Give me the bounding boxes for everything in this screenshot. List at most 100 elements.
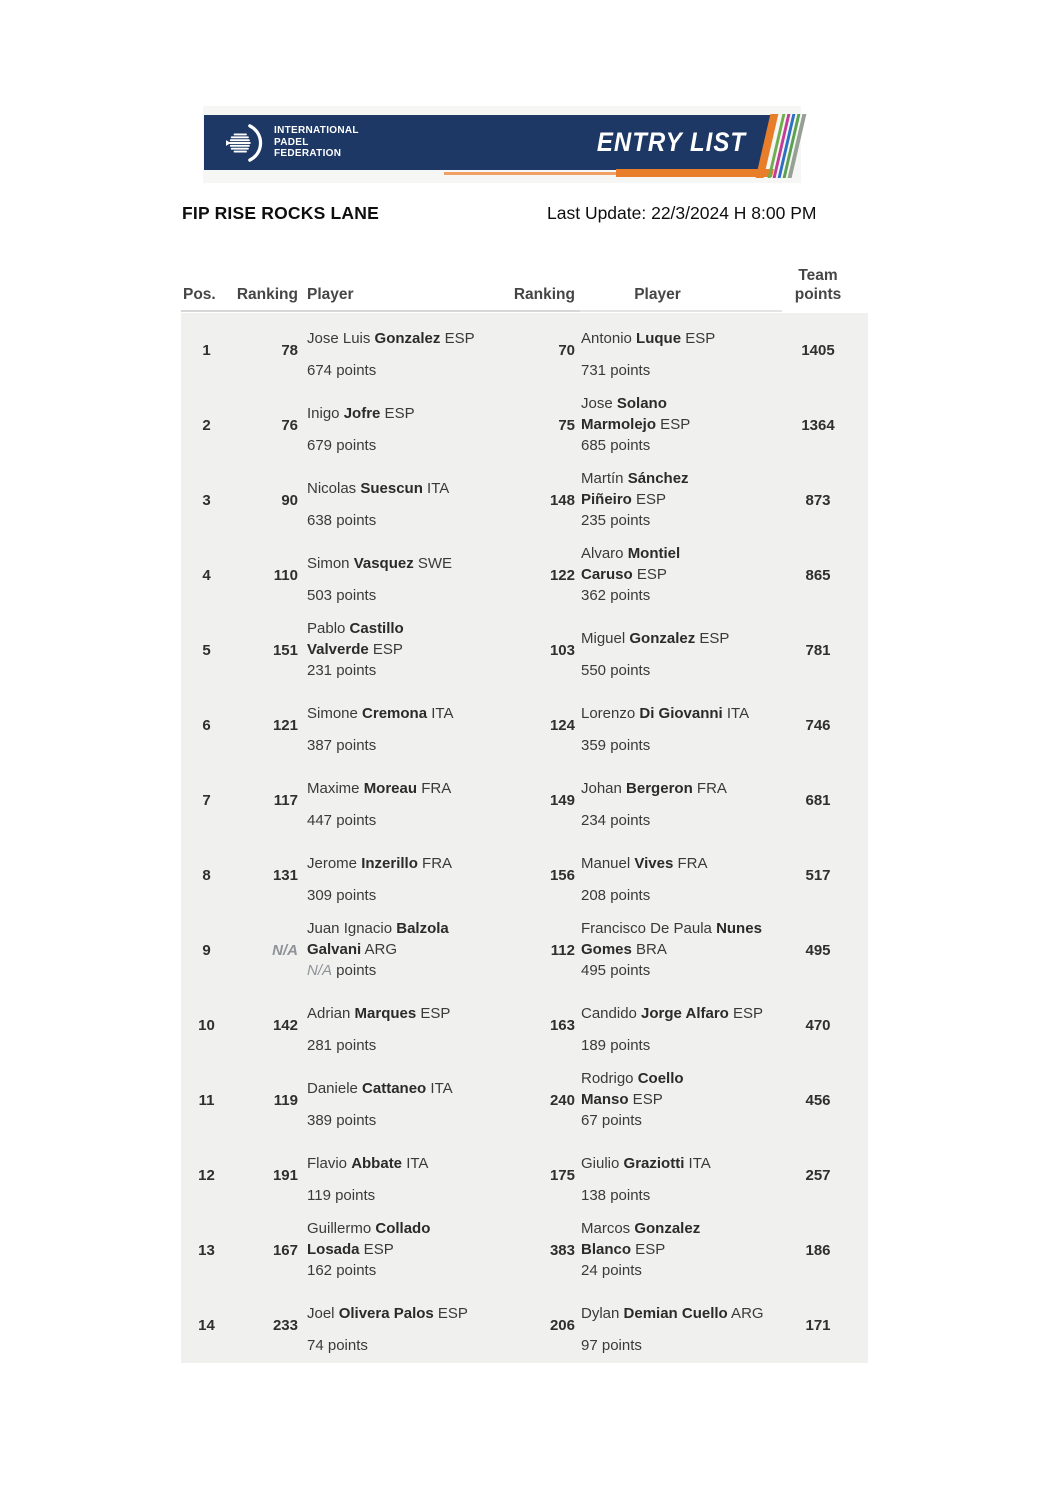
player-cell: Dylan Demian Cuello ARG 97 points (575, 1288, 768, 1363)
player-points: 162 points (307, 1262, 377, 1279)
ranking-cell: 78 (281, 342, 298, 359)
ranking-cell: 148 (549, 492, 575, 509)
player-cell: Guillermo Collado Losada ESP 162 points (298, 1213, 507, 1288)
player-cell: Pablo Castillo Valverde ESP 231 points (298, 613, 507, 688)
player-cell: Manuel Vives FRA 208 points (575, 838, 768, 913)
ranking-cell: 119 (273, 1092, 298, 1109)
ranking-cell: 163 (549, 1017, 575, 1034)
team-points-cell: 257 (805, 1167, 831, 1184)
player-points: 309 points (307, 887, 377, 904)
player-points: 235 points (581, 512, 651, 529)
page-title: FIP RISE ROCKS LANE (182, 203, 379, 223)
player-cell: Inigo Jofre ESP 679 points (298, 388, 507, 463)
ranking-cell: 76 (281, 417, 298, 434)
player-points: 359 points (581, 737, 651, 754)
player-cell: Miguel Gonzalez ESP 550 points (575, 613, 768, 688)
ranking-cell: 131 (272, 867, 298, 884)
player-points: 97 points (581, 1337, 642, 1354)
pos-cell: 1 (202, 342, 211, 359)
player-points: 119 points (307, 1187, 376, 1204)
team-points-cell: 495 (805, 942, 831, 959)
ranking-cell: 206 (549, 1317, 575, 1334)
player-cell: Giulio Graziotti ITA 138 points (575, 1138, 768, 1213)
logo-line-3: FEDERATION (274, 148, 342, 160)
column-header-pos: Pos. (183, 286, 216, 303)
team-points-cell: 873 (805, 492, 831, 509)
player-cell: Simon Vasquez SWE 503 points (298, 538, 507, 613)
header-divider-light (580, 310, 782, 312)
player-cell: Simone Cremona ITA 387 points (298, 688, 507, 763)
team-points-cell: 470 (805, 1017, 831, 1034)
team-points-cell: 1364 (801, 417, 835, 434)
banner-orange-line (444, 172, 616, 175)
table-row: 10 142 Adrian Marques ESP 281 points 163 Cand… (181, 988, 868, 1063)
entry-table-header: Pos. Ranking Player Ranking Player Team … (181, 266, 868, 311)
ranking-cell: 175 (549, 1167, 575, 1184)
pos-cell: 11 (198, 1092, 215, 1109)
pos-cell: 13 (198, 1242, 215, 1259)
ranking-cell: 122 (549, 567, 575, 584)
table-row: 14 233 Joel Olivera Palos ESP 74 points 206 D… (181, 1288, 868, 1363)
player-points: 362 points (581, 587, 651, 604)
player-cell: Nicolas Suescun ITA 638 points (298, 463, 507, 538)
player-points: 138 points (581, 1187, 651, 1204)
table-row: 12 191 Flavio Abbate ITA 119 points 175 Giuli… (181, 1138, 868, 1213)
player-points: 679 points (307, 437, 377, 454)
player-cell: Marcos Gonzalez Blanco ESP 24 points (575, 1213, 768, 1288)
ipf-logo-icon (226, 123, 266, 163)
ranking-cell: 103 (549, 642, 575, 659)
ranking-cell: 70 (558, 342, 575, 359)
player-points: 685 points (581, 437, 651, 454)
column-header-team-points: Team points (794, 267, 842, 303)
entry-list-label: ENTRY LIST (596, 126, 746, 158)
ranking-cell: 112 (550, 942, 575, 959)
pos-cell: 5 (202, 642, 211, 659)
player-cell: Jerome Inzerillo FRA 309 points (298, 838, 507, 913)
ipf-logo: INTERNATIONAL PADEL FEDERATION (226, 123, 359, 163)
banner-color-stripes (755, 114, 808, 178)
table-row: 6 121 Simone Cremona ITA 387 points 124 Loren… (181, 688, 868, 763)
player-cell: Rodrigo Coello Manso ESP 67 points (575, 1063, 768, 1138)
player-points: 495 points (581, 962, 651, 979)
player-points: 674 points (307, 362, 377, 379)
player-points: 447 points (307, 812, 377, 829)
ranking-cell: 90 (281, 492, 298, 509)
banner-orange-bar (616, 169, 774, 177)
team-points-cell: 746 (805, 717, 831, 734)
pos-cell: 2 (202, 417, 211, 434)
table-row: 8 131 Jerome Inzerillo FRA 309 points 156 Man… (181, 838, 868, 913)
player-cell: Antonio Luque ESP 731 points (575, 313, 768, 388)
player-cell: Joel Olivera Palos ESP 74 points (298, 1288, 507, 1363)
ranking-cell: 156 (549, 867, 575, 884)
table-row: 13 167 Guillermo Collado Losada ESP 162 poin… (181, 1213, 868, 1288)
team-points-cell: 865 (805, 567, 831, 584)
player-points: 387 points (307, 737, 377, 754)
player-cell: Jose Solano Marmolejo ESP 685 points (575, 388, 768, 463)
player-cell: Alvaro Montiel Caruso ESP 362 points (575, 538, 768, 613)
pos-cell: 6 (202, 717, 211, 734)
player-cell: Lorenzo Di Giovanni ITA 359 points (575, 688, 768, 763)
team-points-cell: 171 (805, 1317, 831, 1334)
player-points: 550 points (581, 662, 651, 679)
column-header-player-2: Player (634, 286, 681, 303)
column-header-ranking-2: Ranking (513, 286, 575, 303)
player-points: 638 points (307, 512, 377, 529)
table-row: 1 78 Jose Luis Gonzalez ESP 674 points 70 Ant… (181, 313, 868, 388)
pos-cell: 14 (198, 1317, 215, 1334)
ranking-cell: N/A (272, 942, 298, 959)
ranking-cell: 117 (273, 792, 298, 809)
entry-table-body: 1 78 Jose Luis Gonzalez ESP 674 points 70 Ant… (181, 313, 868, 1363)
ranking-cell: 124 (549, 717, 575, 734)
player-points: 231 points (307, 662, 377, 679)
ranking-cell: 151 (272, 642, 298, 659)
table-row: 9 N/A Juan Ignacio Balzola Galvani ARG N/A p… (181, 913, 868, 988)
team-points-cell: 781 (805, 642, 831, 659)
player-points: 731 points (581, 362, 651, 379)
table-row: 5 151 Pablo Castillo Valverde ESP 231 points… (181, 613, 868, 688)
table-row: 7 117 Maxime Moreau FRA 447 points 149 Johan … (181, 763, 868, 838)
ipf-logo-text: INTERNATIONAL PADEL FEDERATION (274, 125, 359, 160)
ranking-cell: 167 (272, 1242, 298, 1259)
table-row: 3 90 Nicolas Suescun ITA 638 points 148 Martí… (181, 463, 868, 538)
player-cell: Johan Bergeron FRA 234 points (575, 763, 768, 838)
